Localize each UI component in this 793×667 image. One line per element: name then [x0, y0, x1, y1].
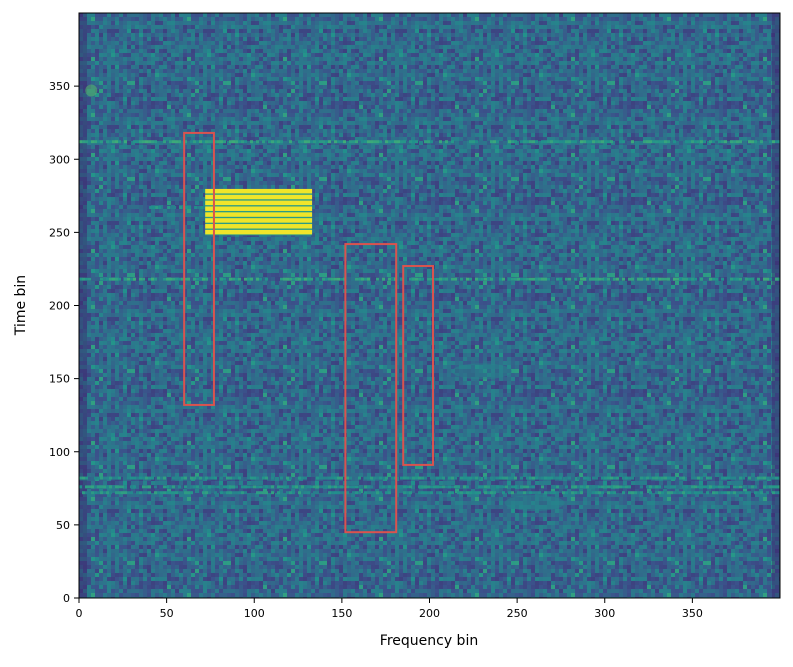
detection-box	[183, 131, 215, 406]
signal-stripe	[205, 206, 313, 211]
hotspot	[452, 363, 513, 380]
interference-line	[79, 485, 780, 489]
y-tick-label: 100	[49, 446, 70, 459]
y-tick-label: 300	[49, 153, 70, 166]
y-axis-label: Time bin	[13, 275, 29, 336]
hotspot	[504, 494, 565, 511]
x-tick-label: 150	[331, 607, 352, 620]
axes: 0 50 100 150 200 250 300 350 0 50 100 150 200 250 300 3…	[49, 80, 703, 620]
signal-stripe	[205, 229, 313, 235]
right-edge-shade	[772, 13, 780, 598]
plot-area	[79, 13, 780, 598]
y-tick-label: 350	[49, 80, 70, 93]
interference-line	[79, 277, 780, 281]
interference-line	[79, 476, 780, 480]
interference-line	[149, 206, 204, 210]
signal-stripe	[205, 224, 313, 229]
signal-stripe	[205, 194, 313, 200]
signal-stripe	[205, 212, 313, 217]
y-tick-label: 50	[56, 519, 70, 532]
x-tick-label: 300	[594, 607, 615, 620]
x-tick-label: 350	[682, 607, 703, 620]
left-edge-shade	[79, 13, 87, 598]
signal-stripe	[205, 200, 313, 206]
annotation-boxes	[183, 131, 435, 534]
y-tick-label: 150	[49, 373, 70, 386]
x-axis-label: Frequency bin	[380, 633, 478, 649]
x-tick-label: 0	[76, 607, 83, 620]
signal-stripe	[205, 218, 313, 223]
x-tick-label: 250	[507, 607, 528, 620]
hotspot	[85, 84, 98, 97]
x-tick-label: 200	[419, 607, 440, 620]
spectrogram-background	[79, 13, 780, 598]
interference-line	[82, 491, 780, 495]
detection-box	[344, 243, 398, 534]
y-tick-label: 250	[49, 226, 70, 239]
y-tick-label: 0	[63, 592, 70, 605]
x-tick-label: 100	[244, 607, 265, 620]
x-tick-label: 50	[160, 607, 174, 620]
detection-box	[402, 265, 435, 466]
y-tick-label: 200	[49, 300, 70, 313]
signal-stripe	[205, 188, 313, 194]
bright-signal-block	[205, 188, 313, 236]
interference-line	[79, 140, 780, 144]
